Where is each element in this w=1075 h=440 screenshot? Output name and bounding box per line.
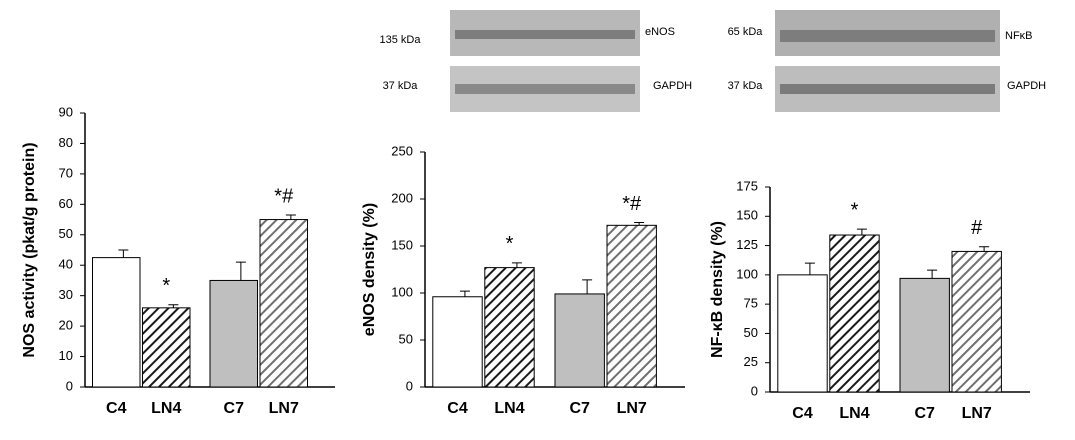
significance-mark: *#	[622, 193, 642, 215]
x-tick-label: C7	[569, 400, 590, 417]
y-axis-label: eNOS density (%)	[361, 203, 378, 336]
blot-kda: 65 kDa	[728, 26, 764, 38]
blot-protein: NFκB	[1005, 30, 1033, 42]
blot-kda: 135 kDa	[380, 34, 422, 46]
y-tick-label: 125	[736, 237, 758, 252]
y-tick-label: 150	[736, 208, 758, 223]
bar	[142, 307, 191, 388]
y-tick-label: 70	[59, 165, 73, 180]
bar	[554, 293, 605, 388]
error-bar	[459, 290, 470, 297]
blot-kda: 37 kDa	[728, 80, 764, 92]
blot-protein: GAPDH	[653, 80, 692, 92]
bar	[432, 296, 483, 388]
x-tick-label: LN7	[269, 400, 299, 417]
y-tick-label: 150	[391, 237, 413, 252]
y-tick-label: 50	[59, 226, 73, 241]
error-bar	[979, 246, 990, 252]
y-tick-label: 50	[399, 331, 413, 346]
error-bar	[582, 279, 593, 294]
bar	[259, 219, 308, 388]
y-tick-label: 60	[59, 196, 73, 211]
error-bar	[168, 304, 179, 308]
y-tick-label: 50	[744, 325, 758, 340]
error-bar	[856, 228, 867, 236]
y-tick-label: 0	[66, 378, 73, 393]
blot-kda: 37 kDa	[383, 80, 419, 92]
significance-mark: *	[162, 275, 170, 297]
y-tick-label: 90	[59, 104, 73, 119]
error-bar	[511, 262, 522, 268]
y-tick-label: 25	[744, 354, 758, 369]
blot-images	[450, 10, 1000, 112]
blot-protein: GAPDH	[1007, 80, 1046, 92]
y-axis-label: NOS activity (pkat/g protein)	[21, 142, 38, 357]
y-axis-label: NF-κB density (%)	[709, 221, 726, 358]
error-bar	[285, 214, 296, 220]
x-tick-label: C7	[914, 405, 935, 422]
y-tick-label: 100	[391, 284, 413, 299]
y-tick-label: 10	[59, 348, 73, 363]
y-tick-label: 0	[406, 378, 413, 393]
x-tick-label: C4	[792, 405, 813, 422]
y-tick-label: 80	[59, 135, 73, 150]
bar	[829, 234, 880, 393]
y-tick-label: 0	[751, 383, 758, 398]
y-tick-label: 20	[59, 318, 73, 333]
bar	[899, 277, 950, 393]
y-tick-label: 75	[744, 296, 758, 311]
y-tick-label: 100	[736, 266, 758, 281]
x-tick-label: C4	[447, 400, 468, 417]
x-tick-label: C7	[224, 400, 245, 417]
bar	[209, 279, 258, 388]
x-tick-label: LN4	[839, 405, 869, 422]
bar	[606, 224, 657, 388]
bar	[92, 257, 141, 388]
significance-mark: #	[971, 217, 983, 239]
x-tick-label: LN7	[962, 405, 992, 422]
significance-mark: *#	[274, 185, 294, 207]
error-bar	[118, 249, 129, 258]
significance-mark: *	[506, 233, 514, 255]
x-tick-label: LN4	[151, 400, 181, 417]
error-bar	[804, 262, 815, 275]
blot-protein: eNOS	[645, 26, 675, 38]
x-tick-label: C4	[106, 400, 127, 417]
y-tick-label: 250	[391, 143, 413, 158]
y-tick-label: 200	[391, 190, 413, 205]
significance-mark: *	[851, 199, 859, 221]
error-bar	[927, 269, 938, 279]
x-tick-label: LN7	[617, 400, 647, 417]
error-bar	[235, 261, 246, 281]
y-tick-label: 40	[59, 257, 73, 272]
y-tick-label: 175	[736, 178, 758, 193]
bar	[777, 274, 828, 393]
y-tick-label: 30	[59, 287, 73, 302]
bar	[951, 250, 1002, 393]
x-tick-label: LN4	[494, 400, 524, 417]
bar	[484, 267, 535, 388]
error-bar	[634, 222, 645, 226]
